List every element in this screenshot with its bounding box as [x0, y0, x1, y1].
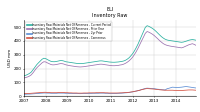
Inventory Raw Materials Net Of Reserves - Current Period	[97, 60, 99, 62]
Inventory Raw Materials Net Of Reserves - Current Period	[110, 61, 112, 63]
Inventory Raw Materials Net Of Reserves - Consensus	[115, 92, 118, 94]
Line: Inventory Raw Materials Net Of Reserves - 2yr Prior: Inventory Raw Materials Net Of Reserves …	[24, 87, 196, 94]
Inventory Raw Materials Net Of Reserves - Prior Year	[115, 65, 118, 66]
Inventory Raw Materials Net Of Reserves - Prior Year	[110, 65, 112, 66]
Inventory Raw Materials Net Of Reserves - 2yr Prior	[115, 93, 118, 94]
Inventory Raw Materials Net Of Reserves - Consensus	[46, 92, 49, 93]
Inventory Raw Materials Net Of Reserves - Consensus	[72, 92, 74, 94]
Inventory Raw Materials Net Of Reserves - 2yr Prior	[184, 86, 186, 87]
Inventory Raw Materials Net Of Reserves - Consensus	[182, 90, 185, 91]
Inventory Raw Materials Net Of Reserves - 2yr Prior	[195, 87, 197, 89]
Inventory Raw Materials Net Of Reserves - Current Period	[195, 40, 197, 41]
Inventory Raw Materials Net Of Reserves - 2yr Prior	[46, 93, 49, 94]
Inventory Raw Materials Net Of Reserves - Consensus	[195, 90, 197, 91]
Inventory Raw Materials Net Of Reserves - Current Period	[115, 61, 118, 63]
Inventory Raw Materials Net Of Reserves - Prior Year	[182, 47, 185, 48]
Inventory Raw Materials Net Of Reserves - Prior Year	[195, 45, 197, 46]
Inventory Raw Materials Net Of Reserves - Consensus	[23, 93, 25, 94]
Inventory Raw Materials Net Of Reserves - 2yr Prior	[110, 93, 112, 94]
Inventory Raw Materials Net Of Reserves - Current Period	[46, 59, 49, 60]
Inventory Raw Materials Net Of Reserves - Prior Year	[146, 31, 148, 32]
Inventory Raw Materials Net Of Reserves - 2yr Prior	[23, 94, 25, 95]
Inventory Raw Materials Net Of Reserves - Prior Year	[72, 65, 74, 67]
Inventory Raw Materials Net Of Reserves - 2yr Prior	[72, 93, 74, 94]
Inventory Raw Materials Net Of Reserves - Prior Year	[97, 64, 99, 65]
Line: Inventory Raw Materials Net Of Reserves - Consensus: Inventory Raw Materials Net Of Reserves …	[24, 89, 196, 94]
Y-axis label: USD mm: USD mm	[8, 49, 12, 67]
Inventory Raw Materials Net Of Reserves - Current Period	[146, 25, 148, 26]
Inventory Raw Materials Net Of Reserves - Prior Year	[46, 62, 49, 64]
Inventory Raw Materials Net Of Reserves - Current Period	[182, 41, 185, 43]
Inventory Raw Materials Net Of Reserves - 2yr Prior	[180, 86, 183, 88]
Inventory Raw Materials Net Of Reserves - Consensus	[146, 88, 148, 89]
Inventory Raw Materials Net Of Reserves - Current Period	[72, 62, 74, 64]
Inventory Raw Materials Net Of Reserves - Prior Year	[23, 77, 25, 79]
Title: ELI
Inventory Raw: ELI Inventory Raw	[92, 7, 128, 18]
Inventory Raw Materials Net Of Reserves - Consensus	[110, 92, 112, 94]
Inventory Raw Materials Net Of Reserves - Consensus	[97, 92, 99, 93]
Inventory Raw Materials Net Of Reserves - Current Period	[23, 75, 25, 76]
Line: Inventory Raw Materials Net Of Reserves - Prior Year: Inventory Raw Materials Net Of Reserves …	[24, 31, 196, 78]
Inventory Raw Materials Net Of Reserves - 2yr Prior	[97, 93, 99, 94]
Line: Inventory Raw Materials Net Of Reserves - Current Period: Inventory Raw Materials Net Of Reserves …	[24, 26, 196, 76]
Legend: Inventory Raw Materials Net Of Reserves - Current Period, Inventory Raw Material: Inventory Raw Materials Net Of Reserves …	[25, 22, 112, 41]
